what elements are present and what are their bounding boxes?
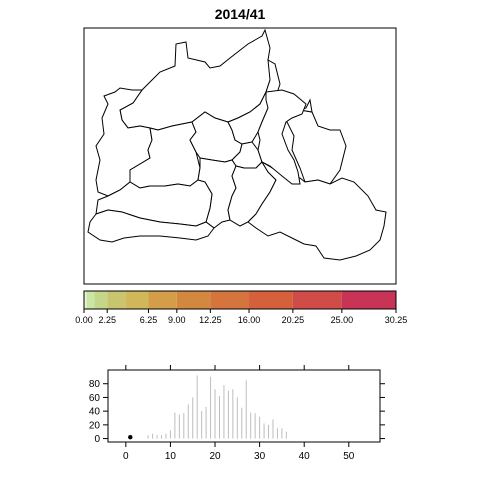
x-tick-label: 40 — [299, 451, 311, 462]
color-scale-label: 6.25 — [140, 315, 158, 325]
color-scale-label: 12.25 — [199, 315, 222, 325]
color-scale-swatch — [94, 291, 108, 309]
map-frame — [83, 27, 397, 285]
y-tick-label: 20 — [89, 420, 101, 431]
color-scale-frame — [83, 290, 397, 310]
color-scale-swatch — [125, 291, 149, 309]
color-scale-label: 9.00 — [168, 315, 186, 325]
x-tick-label: 0 — [123, 451, 129, 462]
x-tick-label: 30 — [254, 451, 266, 462]
y-tick-label: 0 — [94, 434, 100, 445]
y-tick-label: 80 — [89, 379, 101, 390]
color-scale-label: 20.25 — [282, 315, 305, 325]
color-scale-swatch — [86, 291, 95, 309]
district-zehlendorf[interactable] — [87, 209, 215, 243]
district-treptow-koepenick[interactable] — [247, 160, 387, 261]
berlin-district-map — [87, 28, 387, 261]
y-tick-label: 40 — [89, 407, 101, 418]
map-title: 2014/41 — [215, 6, 266, 22]
color-scale-swatch — [84, 291, 87, 309]
color-scale-swatch — [148, 291, 177, 309]
color-scale-swatch — [210, 291, 250, 309]
histogram: 0 10 20 30 40 50 0 20 40 60 80 — [89, 365, 385, 462]
y-tick-label: 60 — [89, 393, 101, 404]
district-east-central[interactable] — [257, 89, 307, 185]
color-scale-label: 0.00 — [75, 315, 93, 325]
current-week-point — [128, 435, 133, 440]
histogram-frame — [107, 369, 381, 443]
color-scale-swatch — [292, 291, 342, 309]
color-scale-label: 16.00 — [238, 315, 261, 325]
color-scale-swatch — [341, 291, 396, 309]
color-scale-label: 25.00 — [331, 315, 354, 325]
color-scale-label: 30.25 — [385, 315, 408, 325]
x-tick-label: 50 — [343, 451, 355, 462]
color-scale: 0.00 2.25 6.25 9.00 12.25 16.00 20.25 25.00 30.2… — [75, 290, 408, 325]
color-scale-swatch — [107, 291, 126, 309]
color-scale-swatch — [176, 291, 211, 309]
color-scale-label: 2.25 — [98, 315, 116, 325]
x-tick-label: 20 — [209, 451, 221, 462]
x-tick-label: 10 — [165, 451, 177, 462]
color-scale-swatch — [249, 291, 293, 309]
district-lichtenberg[interactable] — [283, 109, 347, 185]
